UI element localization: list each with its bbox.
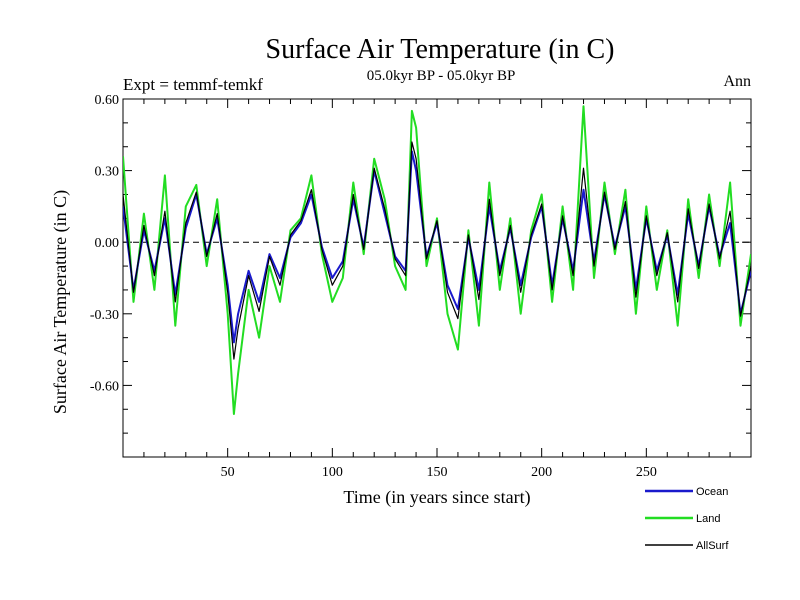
chart-title: Surface Air Temperature (in C) xyxy=(266,34,615,65)
legend-label-land: Land xyxy=(696,513,720,525)
axis-ticks xyxy=(123,99,751,457)
chart-subtitle: 05.0kyr BP - 05.0kyr BP xyxy=(367,68,516,84)
legend-label-allsurf: AllSurf xyxy=(696,540,729,552)
axis-tick-labels: 50 100 150 200 250 0.60 0.30 0.00 -0.30 -0.60 xyxy=(90,93,657,480)
x-tick-label: 250 xyxy=(636,465,657,480)
y-tick-label: 0.00 xyxy=(95,236,120,251)
season-label: Ann xyxy=(723,73,751,90)
y-tick-label: 0.30 xyxy=(95,165,120,180)
x-tick-label: 50 xyxy=(221,465,235,480)
y-tick-label: 0.60 xyxy=(95,93,120,108)
plot-frame xyxy=(122,98,752,458)
legend: Ocean Land AllSurf xyxy=(645,486,729,552)
x-axis-label: Time (in years since start) xyxy=(343,487,530,508)
series-line-ocean xyxy=(123,150,751,344)
x-tick-label: 150 xyxy=(427,465,448,480)
legend-label-ocean: Ocean xyxy=(696,486,728,498)
y-tick-label: -0.60 xyxy=(90,379,119,394)
x-tick-label: 200 xyxy=(531,465,552,480)
y-tick-label: -0.30 xyxy=(90,308,119,323)
series-line-allsurf xyxy=(123,141,751,360)
x-tick-label: 100 xyxy=(322,465,343,480)
y-axis-label: Surface Air Temperature (in C) xyxy=(50,190,71,414)
plot-area xyxy=(123,105,751,415)
series-line-land xyxy=(123,105,751,415)
experiment-label: Expt = temmf-temkf xyxy=(123,75,263,94)
